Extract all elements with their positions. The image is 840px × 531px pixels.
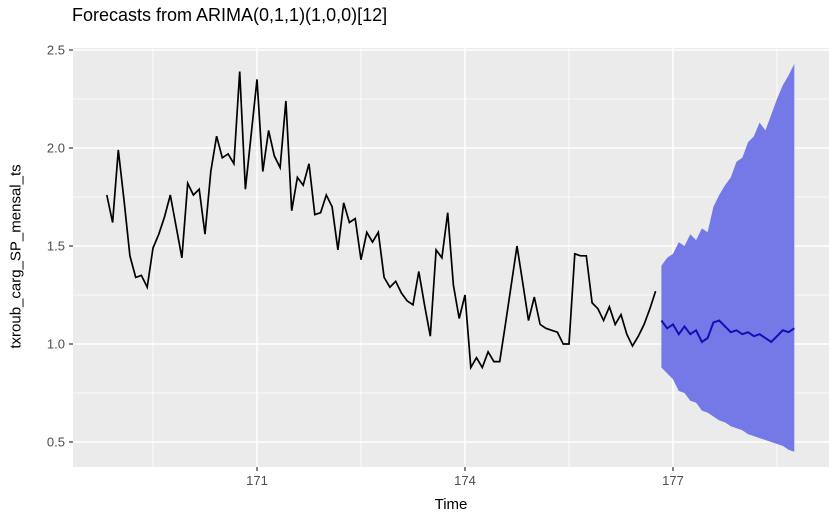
x-tick-label: 171 — [246, 473, 268, 488]
x-axis-title: Time — [434, 496, 468, 513]
observed-series-line — [105, 71, 657, 371]
y-tick-label: 1.5 — [47, 239, 65, 254]
forecast-mean-line — [660, 319, 795, 344]
x-tick-label: 174 — [454, 473, 476, 488]
chart-title: Forecasts from ARIMA(0,1,1)(1,0,0)[12] — [72, 5, 388, 25]
y-tick-label: 1.0 — [47, 337, 65, 352]
y-tick-label: 2.0 — [47, 141, 65, 156]
x-tick-label: 177 — [662, 473, 684, 488]
forecast-ribbon — [661, 63, 795, 452]
y-tick-label: 2.5 — [47, 43, 65, 58]
y-tick-label: 0.5 — [47, 435, 65, 450]
